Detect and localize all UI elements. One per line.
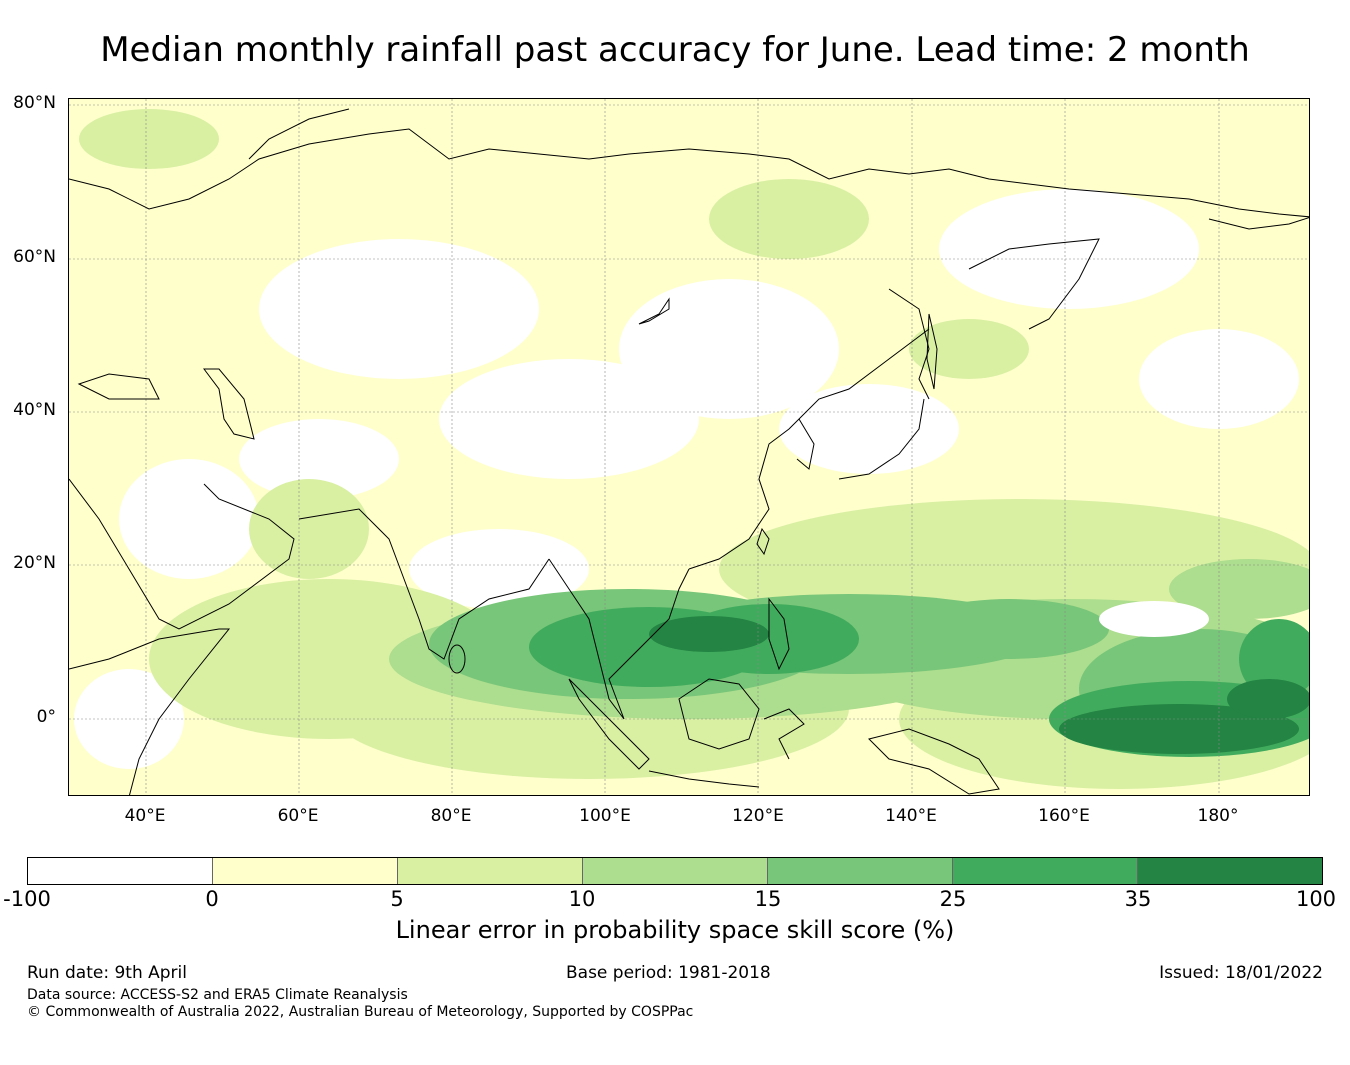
- colorbar-bin-0-5: [213, 858, 398, 884]
- colorbar-bin-35-100: [1138, 858, 1322, 884]
- colorbar-bin-5-10: [398, 858, 583, 884]
- coastlines: [69, 108, 1309, 795]
- colorbar-bin-25-35: [953, 858, 1138, 884]
- colorbar-tick: 15: [754, 887, 782, 911]
- map-panel: [68, 98, 1310, 796]
- issued-date: Issued: 18/01/2022: [1159, 963, 1323, 983]
- colorbar-tick: 25: [939, 887, 967, 911]
- colorbar-label: Linear error in probability space skill …: [395, 916, 955, 944]
- lon-label-100e: 100°E: [579, 806, 631, 826]
- lat-label-60n: 60°N: [13, 247, 56, 267]
- colorbar-bin-10-15: [583, 858, 768, 884]
- skill-negative-patches: [74, 189, 1299, 769]
- skill-35-100-patches: [649, 616, 1309, 754]
- copyright: © Commonwealth of Australia 2022, Austra…: [27, 1004, 694, 1020]
- base-period: Base period: 1981-2018: [566, 963, 771, 983]
- lat-label-20n: 20°N: [13, 553, 56, 573]
- lon-label-120e: 120°E: [732, 806, 784, 826]
- colorbar-tick: 35: [1124, 887, 1152, 911]
- lon-label-60e: 60°E: [277, 806, 319, 826]
- lon-label-140e: 140°E: [885, 806, 937, 826]
- lat-label-80n: 80°N: [13, 93, 56, 113]
- colorbar-bin-15-25: [768, 858, 953, 884]
- skill-map: [69, 99, 1309, 795]
- colorbar-tick: 100: [1295, 887, 1337, 911]
- lon-label-160e: 160°E: [1038, 806, 1090, 826]
- graticule: [69, 99, 1309, 795]
- skill-negative-pacific: [1099, 601, 1209, 637]
- colorbar-tick: -100: [3, 887, 51, 911]
- lon-label-40e: 40°E: [124, 806, 166, 826]
- colorbar: [27, 857, 1323, 885]
- colorbar-tick: 0: [205, 887, 219, 911]
- lon-label-180: 180°: [1197, 806, 1239, 826]
- lat-label-0: 0°: [36, 707, 56, 727]
- colorbar-tick: 5: [390, 887, 404, 911]
- colorbar-tick: 10: [568, 887, 596, 911]
- chart-title: Median monthly rainfall past accuracy fo…: [100, 30, 1250, 70]
- run-date: Run date: 9th April: [27, 963, 187, 983]
- colorbar-bin-neg: [28, 858, 213, 884]
- data-source: Data source: ACCESS-S2 and ERA5 Climate …: [27, 987, 408, 1003]
- lon-label-80e: 80°E: [430, 806, 472, 826]
- lat-label-40n: 40°N: [13, 400, 56, 420]
